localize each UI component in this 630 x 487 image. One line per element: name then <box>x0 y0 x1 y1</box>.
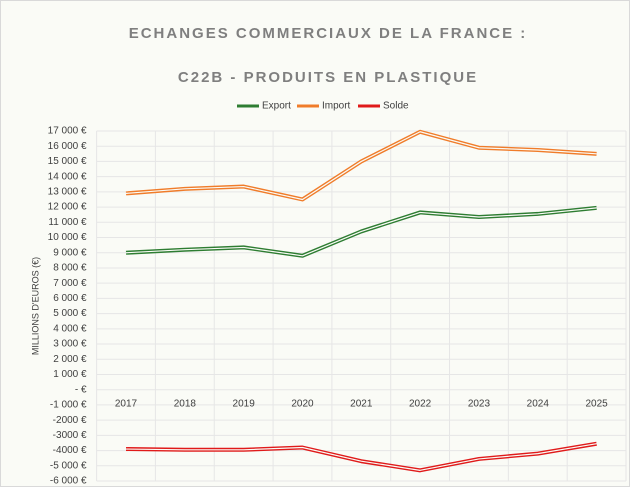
legend-label: Import <box>322 101 351 112</box>
y-tick-label: 13 000 € <box>48 187 87 198</box>
y-tick-label: 1 000 € <box>53 369 87 380</box>
y-axis-label: MILLIONS D'EUROS (€) <box>30 257 40 355</box>
y-tick-label: 3 000 € <box>53 339 87 350</box>
y-tick-label: - € <box>75 384 87 395</box>
y-tick-label: -3000 € <box>53 430 87 441</box>
y-tick-label: 15 000 € <box>48 156 87 167</box>
line-inner <box>125 131 597 201</box>
legend-label: Export <box>262 101 291 112</box>
x-tick-label: 2020 <box>291 398 314 409</box>
chart-title: ECHANGES COMMERCIAUX DE LA FRANCE : <box>129 25 528 42</box>
x-tick-label: 2017 <box>115 398 138 409</box>
y-tick-label: 11 000 € <box>48 217 87 228</box>
y-tick-label: 2 000 € <box>53 354 87 365</box>
x-tick-label: 2021 <box>350 398 373 409</box>
y-tick-label: 10 000 € <box>48 232 87 243</box>
x-tick-label: 2024 <box>527 398 550 409</box>
chart-subtitle: C22B - PRODUITS EN PLASTIQUE <box>178 69 478 86</box>
y-tick-label: -1 000 € <box>50 400 87 411</box>
y-tick-label: 9 000 € <box>53 247 87 258</box>
y-tick-label: -4000 € <box>53 445 87 456</box>
y-tick-label: 6 000 € <box>53 293 87 304</box>
x-tick-label: 2022 <box>409 398 432 409</box>
line-inner <box>125 207 597 257</box>
y-tick-label: 17 000 € <box>48 126 87 137</box>
y-tick-label: 5 000 € <box>53 308 87 319</box>
y-tick-label: 12 000 € <box>48 202 87 213</box>
y-tick-label: -6 000 € <box>50 476 87 487</box>
legend-label: Solde <box>383 101 409 112</box>
y-tick-label: 4 000 € <box>53 323 87 334</box>
y-tick-label: -2000 € <box>53 415 87 426</box>
x-tick-label: 2018 <box>174 398 197 409</box>
y-tick-label: 7 000 € <box>53 278 87 289</box>
x-tick-label: 2025 <box>585 398 608 409</box>
y-tick-label: 16 000 € <box>48 141 87 152</box>
x-tick-label: 2019 <box>233 398 256 409</box>
line-inner <box>126 443 597 471</box>
y-tick-label: 14 000 € <box>48 171 87 182</box>
y-tick-label: -5 000 € <box>50 460 87 471</box>
y-tick-label: 8 000 € <box>53 263 87 274</box>
x-tick-label: 2023 <box>468 398 491 409</box>
